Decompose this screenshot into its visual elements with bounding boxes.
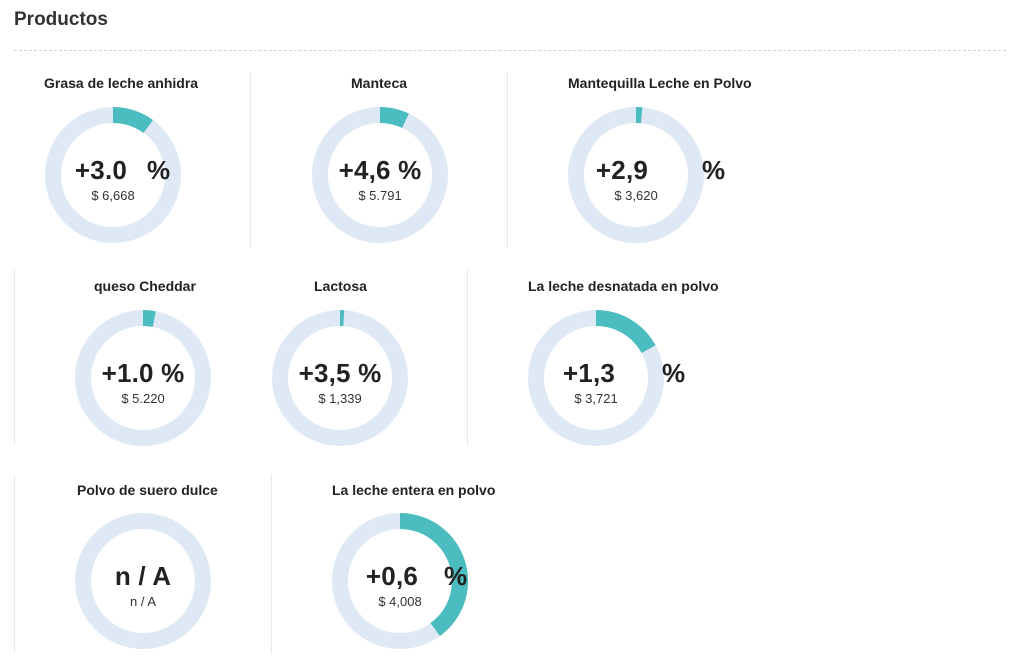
ring-progress-arc <box>332 513 468 649</box>
ring-chart <box>568 107 704 243</box>
ring-track <box>75 513 211 649</box>
ring-chart <box>312 107 448 243</box>
ring-chart <box>75 310 211 446</box>
column-divider <box>507 72 508 248</box>
change-unit: % <box>662 358 686 388</box>
change-value: +0,6 <box>365 561 419 591</box>
column-divider <box>271 474 272 654</box>
price-value: n / A <box>129 594 157 609</box>
page-title: Productos <box>14 9 108 30</box>
price-value: $ 5.220 <box>121 391 165 406</box>
product-name: Polvo de suero dulce <box>77 482 218 498</box>
product-name: La leche entera en polvo <box>332 482 496 498</box>
change-unit: % <box>702 155 726 185</box>
change-value: n / A <box>114 561 172 591</box>
product-name: Lactosa <box>314 278 367 294</box>
change-unit: % <box>444 561 468 591</box>
change-value: +1,3 <box>562 358 616 388</box>
change-value: +4,6 % <box>338 155 422 185</box>
change-value: +3,5 % <box>298 358 382 388</box>
ring-progress-arc <box>568 107 704 243</box>
ring-progress-arc <box>272 310 408 446</box>
ring-progress-arc <box>75 310 211 446</box>
price-value: $ 1,339 <box>318 391 362 406</box>
ring-chart <box>332 513 468 649</box>
change-ring: +2,9 % $ 3,620 <box>568 107 725 243</box>
change-ring: +1.0 % $ 5.220 <box>75 310 211 446</box>
change-ring: +1,3 % $ 3,721 <box>528 310 685 446</box>
column-divider <box>467 270 468 446</box>
product-name: Mantequilla Leche en Polvo <box>568 75 752 91</box>
ring-chart <box>75 513 211 649</box>
product-name: La leche desnatada en polvo <box>528 278 719 294</box>
price-value: $ 5.791 <box>358 188 402 203</box>
change-value: +3.0 <box>74 155 128 185</box>
ring-progress-arc <box>45 107 181 243</box>
price-value: $ 6,668 <box>91 188 135 203</box>
ring-progress-arc <box>312 107 448 243</box>
price-value: $ 3,620 <box>614 188 658 203</box>
change-ring: +4,6 % $ 5.791 <box>312 107 448 243</box>
column-divider <box>14 270 15 446</box>
change-ring: +3.0 % $ 6,668 <box>45 107 181 243</box>
price-value: $ 4,008 <box>378 594 422 609</box>
ring-chart <box>272 310 408 446</box>
change-unit: % <box>147 155 171 185</box>
column-divider <box>250 72 251 248</box>
change-value: +1.0 % <box>101 358 185 388</box>
column-divider <box>14 474 15 654</box>
change-ring: +0,6 % $ 4,008 <box>332 513 468 649</box>
product-name: queso Cheddar <box>94 278 196 294</box>
title-divider <box>14 50 1006 51</box>
product-name: Grasa de leche anhidra <box>44 75 199 91</box>
ring-chart <box>528 310 664 446</box>
price-value: $ 3,721 <box>574 391 618 406</box>
change-value: +2,9 <box>595 155 649 185</box>
change-ring: +3,5 % $ 1,339 <box>272 310 408 446</box>
ring-chart <box>45 107 181 243</box>
change-ring: n / A n / A <box>75 513 211 649</box>
product-name: Manteca <box>351 75 408 91</box>
ring-progress-arc <box>528 310 664 446</box>
